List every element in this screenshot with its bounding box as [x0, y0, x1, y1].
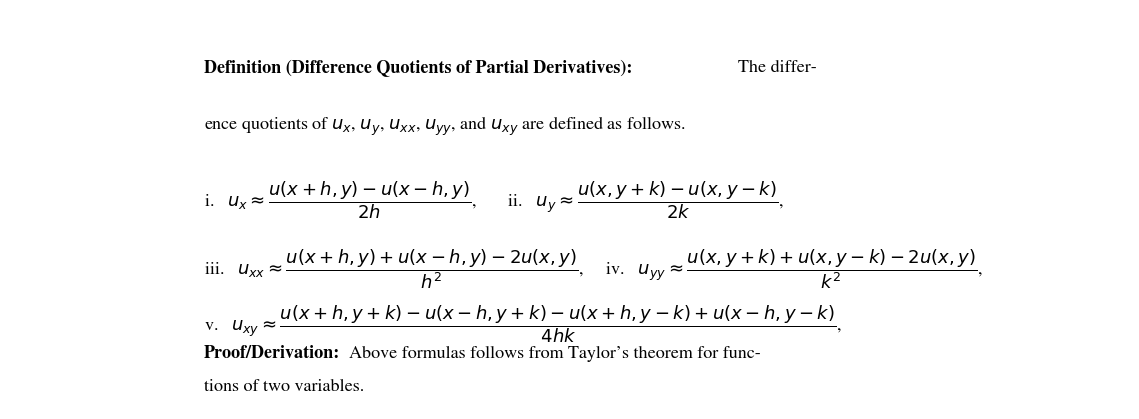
Text: Above formulas follows from Taylor’s theorem for func-: Above formulas follows from Taylor’s the…	[341, 346, 761, 362]
Text: i.   $u_x \approx \dfrac{u(x+h,y)-u(x-h,y)}{2h}$,       ii.   $u_y \approx \dfra: i. $u_x \approx \dfrac{u(x+h,y)-u(x-h,y)…	[204, 179, 785, 221]
Text: ence quotients of $u_x$, $u_y$, $u_{xx}$, $u_{yy}$, and $u_{xy}$ are defined as : ence quotients of $u_x$, $u_y$, $u_{xx}$…	[204, 115, 686, 138]
Text: iii.   $u_{xx} \approx \dfrac{u(x+h,y)+u(x-h,y)-2u(x,y)}{h^2}$,     iv.   $u_{yy: iii. $u_{xx} \approx \dfrac{u(x+h,y)+u(x…	[204, 247, 983, 291]
Text: Proof/Derivation:: Proof/Derivation:	[204, 346, 341, 362]
Text: Definition (Difference Quotients of Partial Derivatives):: Definition (Difference Quotients of Part…	[204, 60, 632, 77]
Text: tions of two variables.: tions of two variables.	[204, 379, 364, 396]
Text: v.   $u_{xy} \approx \dfrac{u(x+h,y+k)-u(x-h,y+k)-u(x+h,y-k)+u(x-h,y-k)}{4hk}$,: v. $u_{xy} \approx \dfrac{u(x+h,y+k)-u(x…	[204, 303, 842, 345]
Text: The differ-: The differ-	[729, 60, 817, 76]
